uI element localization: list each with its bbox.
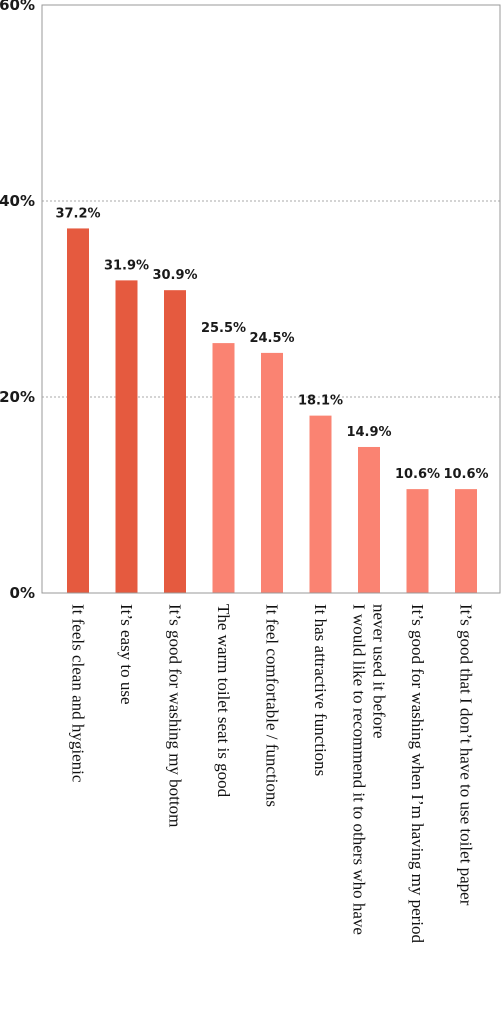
x-tick-label: It feels clean and hygienic (69, 604, 88, 783)
x-tick-label: It’s good that I don’t have to use toile… (457, 604, 476, 906)
x-tick-label: It feel comfortable / functions (263, 604, 282, 807)
x-tick-label: It’s good for washing when I’m having my… (408, 604, 427, 943)
y-tick-label: 20% (0, 388, 35, 406)
plot-frame (41, 4, 501, 594)
bar (309, 415, 332, 593)
data-labels: 37.2% 31.9%30.9% 25.5%24.5% 18.1% 14.9% 10.6%… (55, 206, 488, 482)
x-tick-label: The warm toilet seat is good (214, 604, 233, 798)
bar (406, 489, 429, 593)
bar (358, 446, 380, 593)
bars (67, 228, 477, 593)
data-label: 31.9% (104, 258, 149, 273)
x-tick-label: never used it before (370, 604, 389, 739)
y-tick-label: 60% (0, 0, 35, 14)
data-label: 14.9% (346, 425, 391, 440)
y-tick-label: 40% (0, 192, 35, 210)
data-label: 18.1% (298, 394, 343, 409)
bar (455, 489, 477, 593)
bar (164, 290, 186, 593)
data-label: 10.6% (443, 467, 488, 482)
y-tick-label: 0% (10, 584, 35, 602)
x-tick-label: I would like to recommend it to others w… (350, 604, 369, 935)
x-tick-label: It has attractive functions (311, 604, 330, 776)
bar (212, 343, 235, 593)
bar (67, 228, 89, 593)
bar (115, 280, 138, 593)
data-label: 37.2% (55, 206, 100, 221)
data-label: 24.5% (249, 331, 294, 346)
data-label: 10.6% (395, 467, 440, 482)
x-tick-label: It’s good for washing my bottom (166, 604, 185, 827)
data-label: 25.5% (201, 321, 246, 336)
x-axis-labels: It feels clean and hygienic It’s easy to … (69, 604, 476, 943)
bar (261, 352, 283, 593)
y-axis-ticks: 0% 20% 40% 60% (0, 0, 35, 602)
data-label: 30.9% (152, 268, 197, 283)
x-tick-label: It’s easy to use (117, 604, 136, 705)
